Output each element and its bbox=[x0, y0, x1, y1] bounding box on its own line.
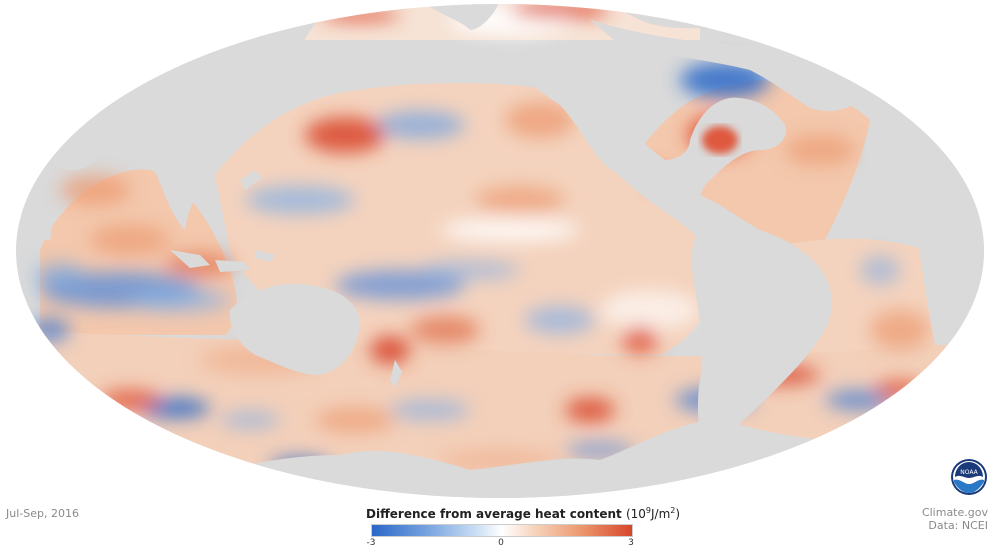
legend-tick-mid: 0 bbox=[498, 538, 504, 548]
noaa-logo-icon: NOAA bbox=[950, 458, 988, 496]
legend-color-bar bbox=[371, 524, 633, 537]
legend-tick-max: 3 bbox=[628, 538, 634, 548]
legend-title: Difference from average heat content (10… bbox=[366, 506, 680, 521]
legend-ticks: -3 0 3 bbox=[367, 538, 634, 550]
land-australia bbox=[229, 283, 360, 375]
legend-title-main: Difference from average heat content bbox=[366, 507, 622, 521]
period-label: Jul-Sep, 2016 bbox=[6, 507, 79, 520]
credit-source: Data: NCEI bbox=[928, 519, 988, 532]
land-new-zealand bbox=[390, 360, 402, 388]
credit-block: Climate.gov Data: NCEI bbox=[922, 506, 988, 532]
color-legend: Difference from average heat content (10… bbox=[366, 506, 680, 550]
land-japan bbox=[240, 170, 262, 190]
heat-content-map bbox=[16, 4, 984, 498]
land-greenland bbox=[420, 4, 500, 30]
legend-title-unit: (109J/m2) bbox=[625, 506, 681, 521]
land-canada-north bbox=[590, 20, 860, 112]
credit-site[interactable]: Climate.gov bbox=[921, 506, 988, 519]
legend-tick-min: -3 bbox=[366, 538, 376, 548]
land-indonesia bbox=[170, 250, 275, 272]
land-arabia bbox=[25, 200, 52, 240]
svg-text:NOAA: NOAA bbox=[960, 469, 978, 476]
land-south-america bbox=[691, 225, 832, 460]
land-north-america bbox=[520, 70, 786, 230]
